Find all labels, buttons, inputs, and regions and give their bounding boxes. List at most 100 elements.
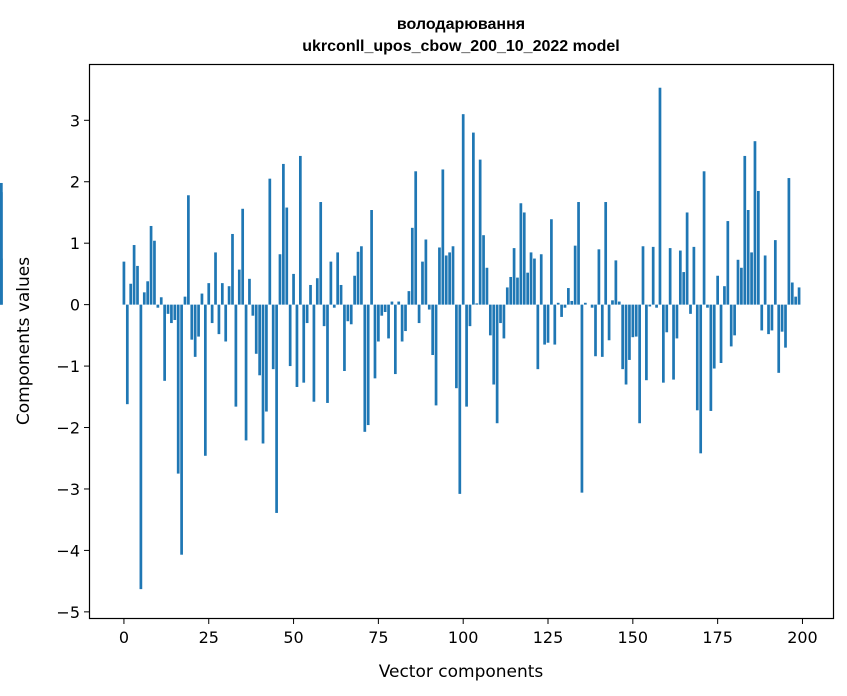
bar [421,261,424,305]
bar [723,286,726,305]
bar [757,190,760,305]
bar [787,178,791,305]
bar [570,300,574,305]
bar [678,250,682,305]
bar [492,304,496,385]
bar [125,304,129,405]
bar [407,291,411,305]
bar [180,304,183,555]
bar [343,304,346,371]
x-tick-label: 200 [787,628,818,647]
bar [655,304,658,308]
bar [712,304,716,369]
bar [519,203,523,305]
plot-frame [88,63,835,620]
bar [665,304,669,333]
bar [580,304,584,493]
bar [332,304,336,308]
bar [363,304,367,432]
bar [617,301,621,305]
bar [393,304,397,375]
bar [451,246,455,305]
bar [550,219,553,305]
bar [502,304,506,339]
bar [356,251,360,305]
x-tick-label: 175 [702,628,733,647]
y-tick-label: −1 [56,357,80,376]
bar [746,210,750,305]
bar [298,155,302,305]
y-tick-label: −3 [56,480,80,499]
bar [628,304,631,360]
bar [268,178,272,305]
bar [410,227,414,305]
bar [583,302,587,305]
bar [563,304,567,308]
bar [488,304,492,336]
bar [709,304,713,411]
bar [699,304,703,454]
bar [607,304,611,341]
bar [444,255,448,305]
bar [176,304,180,474]
bar [706,304,709,308]
bar [689,304,692,314]
bar [634,304,638,337]
bar [254,304,258,354]
bar [543,304,546,345]
x-tick-label: 150 [618,628,649,647]
bar [302,304,306,383]
bar [495,304,499,424]
bar [261,304,265,444]
bar [604,202,608,305]
bar [271,304,275,370]
bar [668,248,672,305]
bar [244,304,248,441]
bar [200,293,204,305]
bar [397,301,401,305]
bar [370,210,373,305]
bar [438,247,441,305]
bar [282,163,285,305]
bar [193,304,197,357]
bar [210,304,214,324]
bar [597,249,601,305]
bar [461,114,465,305]
bar [329,261,333,305]
bar [170,304,173,324]
bar [526,272,530,305]
bar [672,304,675,380]
bar [553,304,557,345]
bar [339,284,343,305]
bar [651,246,655,305]
bar [733,304,736,336]
bar [336,252,340,305]
bar [611,300,614,305]
bar [312,304,316,402]
bar [417,304,421,324]
bar [539,254,543,305]
bar [207,283,211,305]
bar [0,258,3,305]
bar [404,304,407,332]
bar [326,304,329,403]
bar [743,155,747,305]
y-tick-label: −2 [56,419,80,438]
x-tick-label: 50 [283,628,303,647]
bar [662,304,665,383]
bar [448,252,451,305]
y-tick-label: −4 [56,541,80,560]
bar [726,221,730,305]
bar [729,304,733,347]
bar [468,304,472,327]
bar [614,260,618,305]
bar [122,261,126,305]
bar [217,304,221,335]
y-tick-label: 0 [70,296,80,315]
y-tick-label: −5 [56,603,80,622]
bar [556,302,560,305]
bar [658,87,662,305]
bar [702,171,706,305]
bar [600,304,604,357]
